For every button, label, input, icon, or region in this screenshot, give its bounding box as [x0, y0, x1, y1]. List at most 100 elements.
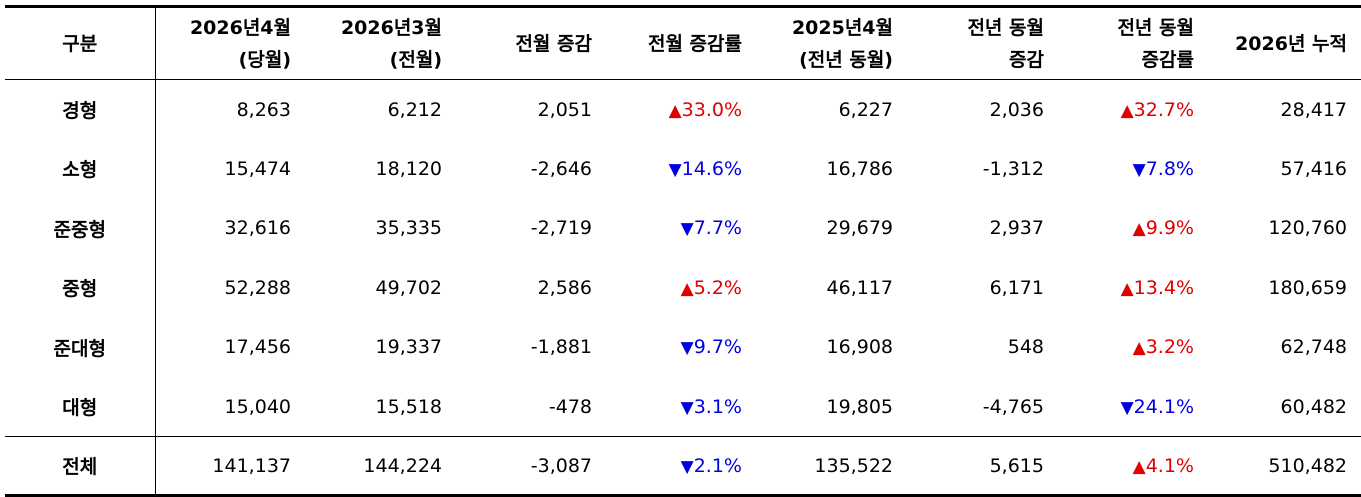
down-triangle-icon: ▼ — [680, 456, 694, 477]
category-cell: 대형 — [5, 377, 156, 437]
yoy-rate-cell: ▲32.7% — [1058, 80, 1208, 140]
yoy-rate-cell: ▲3.2% — [1058, 318, 1208, 378]
last-year-month-cell: 135,522 — [814, 454, 893, 477]
current-month-cell: 141,137 — [212, 454, 291, 477]
ytd-cell: 60,482 — [1280, 395, 1347, 418]
header-last-year-month: 2025년4월 (전년 동월) — [791, 16, 893, 71]
table-row: 중형 52,288 49,702 2,586 ▲5.2% 46,117 6,171 ▲13.4… — [5, 258, 1361, 318]
previous-month-cell: 19,337 — [375, 336, 442, 359]
rate-value: 9.9% — [1145, 217, 1194, 240]
header-category: 구분 — [5, 6, 156, 80]
header-mom-change: 전월 증감 — [515, 32, 592, 55]
rate-value: 24.1% — [1133, 395, 1194, 418]
previous-month-cell: 35,335 — [375, 217, 442, 240]
ytd-cell: 180,659 — [1268, 276, 1347, 299]
mom-change-cell: 2,586 — [537, 276, 592, 299]
table-row: 대형 15,040 15,518 -478 ▼3.1% 19,805 -4,765 ▼24.1… — [5, 377, 1361, 437]
last-year-month-cell: 6,227 — [838, 98, 893, 121]
up-triangle-icon: ▲ — [668, 100, 682, 121]
rate-value: 4.1% — [1145, 454, 1194, 477]
header-mom-rate: 전월 증감률 — [647, 32, 742, 55]
down-triangle-icon: ▼ — [1120, 397, 1134, 418]
ytd-cell: 57,416 — [1280, 157, 1347, 180]
down-triangle-icon: ▼ — [680, 338, 694, 359]
rate-value: 2.1% — [693, 454, 742, 477]
up-triangle-icon: ▲ — [1132, 338, 1146, 359]
yoy-rate-cell: ▲4.1% — [1058, 437, 1208, 496]
up-triangle-icon: ▲ — [1132, 219, 1146, 240]
previous-month-cell: 49,702 — [375, 276, 442, 299]
mom-rate-cell: ▼14.6% — [606, 139, 756, 199]
mom-rate-cell: ▼3.1% — [606, 377, 756, 437]
current-month-cell: 52,288 — [224, 276, 291, 299]
last-year-month-cell: 19,805 — [826, 395, 893, 418]
current-month-cell: 17,456 — [224, 336, 291, 359]
header-previous-month: 2026년3월 (전월) — [340, 16, 442, 71]
category-cell: 소형 — [5, 139, 156, 199]
mom-rate-cell: ▼7.7% — [606, 199, 756, 259]
table-row: 준중형 32,616 35,335 -2,719 ▼7.7% 29,679 2,937 ▲9.… — [5, 198, 1361, 259]
up-triangle-icon: ▲ — [1120, 100, 1134, 121]
header-yoy-rate: 전년 동월 증감률 — [1117, 16, 1194, 71]
rate-value: 3.1% — [693, 395, 742, 418]
last-year-month-cell: 46,117 — [826, 276, 893, 299]
yoy-change-cell: 2,937 — [989, 217, 1044, 240]
last-year-month-cell: 16,908 — [826, 336, 893, 359]
table-row: 준대형 17,456 19,337 -1,881 ▼9.7% 16,908 548 ▲3.2%… — [5, 317, 1361, 378]
category-cell: 전체 — [5, 436, 156, 496]
header-ytd: 2026년 누적 — [1235, 32, 1347, 55]
rate-value: 7.8% — [1145, 157, 1194, 180]
down-triangle-icon: ▼ — [680, 397, 694, 418]
sales-table: 구분 2026년4월 (당월) 2026년3월 (전월) 전월 증감 전월 증감률 … — [5, 5, 1361, 497]
mom-change-cell: -3,087 — [530, 454, 592, 477]
sales-table-container: 구분 2026년4월 (당월) 2026년3월 (전월) 전월 증감 전월 증감률 … — [5, 5, 1361, 497]
yoy-rate-cell: ▼24.1% — [1058, 377, 1208, 437]
mom-rate-cell: ▼9.7% — [606, 318, 756, 378]
rate-value: 33.0% — [681, 98, 742, 121]
ytd-cell: 120,760 — [1268, 217, 1347, 240]
mom-rate-cell: ▼2.1% — [606, 437, 756, 496]
yoy-change-cell: 6,171 — [989, 276, 1044, 299]
current-month-cell: 15,040 — [224, 395, 291, 418]
yoy-change-cell: 2,036 — [989, 98, 1044, 121]
yoy-rate-cell: ▼7.8% — [1058, 139, 1208, 199]
yoy-rate-cell: ▲9.9% — [1058, 199, 1208, 259]
ytd-cell: 510,482 — [1268, 454, 1347, 477]
mom-rate-cell: ▲5.2% — [606, 258, 756, 318]
up-triangle-icon: ▲ — [1120, 278, 1134, 299]
header-row: 구분 2026년4월 (당월) 2026년3월 (전월) 전월 증감 전월 증감률 … — [5, 6, 1361, 80]
mom-change-cell: -478 — [548, 395, 592, 418]
previous-month-cell: 15,518 — [375, 395, 442, 418]
rate-value: 32.7% — [1133, 98, 1194, 121]
table-row: 경형 8,263 6,212 2,051 ▲33.0% 6,227 2,036 ▲32.7% 2… — [5, 79, 1361, 140]
yoy-change-cell: -4,765 — [982, 395, 1044, 418]
yoy-change-cell: -1,312 — [982, 157, 1044, 180]
header-current-month: 2026년4월 (당월) — [189, 16, 291, 71]
rate-value: 7.7% — [693, 217, 742, 240]
ytd-cell: 62,748 — [1280, 336, 1347, 359]
last-year-month-cell: 16,786 — [826, 157, 893, 180]
mom-rate-cell: ▲33.0% — [606, 80, 756, 140]
rate-value: 3.2% — [1145, 336, 1194, 359]
ytd-cell: 28,417 — [1280, 98, 1347, 121]
down-triangle-icon: ▼ — [668, 159, 682, 180]
previous-month-cell: 6,212 — [387, 98, 442, 121]
up-triangle-icon: ▲ — [1132, 456, 1146, 477]
header-yoy-change: 전년 동월 증감 — [967, 16, 1044, 71]
rate-value: 14.6% — [681, 157, 742, 180]
current-month-cell: 15,474 — [224, 157, 291, 180]
rate-value: 13.4% — [1133, 276, 1194, 299]
mom-change-cell: -2,719 — [530, 217, 592, 240]
down-triangle-icon: ▼ — [1132, 159, 1146, 180]
total-row: 전체 141,137 144,224 -3,087 ▼2.1% 135,522 5,615 ▲… — [5, 436, 1361, 496]
last-year-month-cell: 29,679 — [826, 217, 893, 240]
yoy-change-cell: 548 — [1007, 336, 1044, 359]
current-month-cell: 32,616 — [224, 217, 291, 240]
yoy-rate-cell: ▲13.4% — [1058, 258, 1208, 318]
table-row: 소형 15,474 18,120 -2,646 ▼14.6% 16,786 -1,312 ▼7… — [5, 139, 1361, 199]
down-triangle-icon: ▼ — [680, 219, 694, 240]
current-month-cell: 8,263 — [236, 98, 291, 121]
up-triangle-icon: ▲ — [680, 278, 694, 299]
previous-month-cell: 18,120 — [375, 157, 442, 180]
mom-change-cell: -2,646 — [530, 157, 592, 180]
